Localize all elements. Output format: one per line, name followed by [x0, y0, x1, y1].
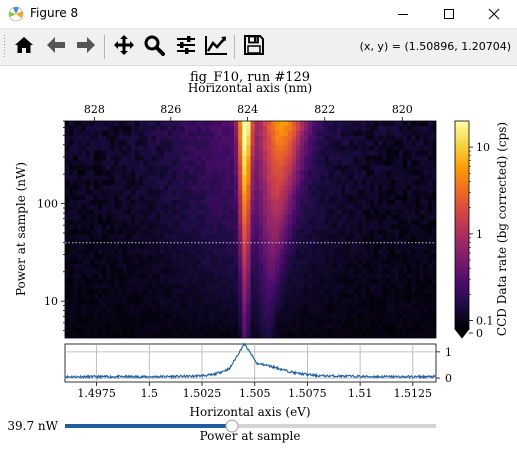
x-tick-label: 1.5025	[183, 387, 222, 400]
top-tick-label: 822	[314, 103, 335, 116]
colorbar-tick-label: 0.1	[476, 315, 494, 328]
close-button[interactable]	[471, 0, 517, 28]
back-button[interactable]	[42, 33, 70, 61]
window-title: Figure 8	[30, 6, 79, 20]
colorbar-tick-label: 1	[476, 228, 483, 241]
heatmap-axes: 828 826 824 822 820 10 100	[37, 103, 436, 332]
top-tick-label: 824	[237, 103, 258, 116]
x-tick-label: 1.5125	[394, 387, 433, 400]
sliders-icon	[175, 34, 197, 60]
cursor-coordinates: (x, y) = (1.50896, 1.20704)	[359, 40, 511, 53]
x-tick-label: 1.505	[239, 387, 271, 400]
toolbar-separator	[104, 35, 105, 59]
spectrum-line	[64, 342, 437, 380]
colorbar-label: CCD Data rate (bg corrected) (cps)	[495, 122, 509, 336]
slider-label: Power at sample	[200, 429, 301, 443]
save-button[interactable]	[240, 33, 268, 61]
top-tick-label: 828	[84, 103, 105, 116]
spectrum-x-label: Horizontal axis (eV)	[189, 405, 310, 419]
maximize-icon	[443, 5, 455, 24]
home-button[interactable]	[10, 33, 38, 61]
figure-canvas[interactable]: fig_F10, run #129 Horizontal axis (nm) 8…	[0, 66, 517, 453]
home-icon	[13, 34, 35, 60]
figure-title: fig_F10, run #129	[190, 70, 310, 85]
close-icon	[488, 5, 500, 24]
x-tick-label: 1.5075	[288, 387, 327, 400]
toolbar-separator-2	[234, 35, 235, 59]
x-tick-label: 1.4975	[77, 387, 116, 400]
magnifier-icon	[143, 34, 165, 60]
edit-axes-button[interactable]	[202, 33, 230, 61]
heatmap-y-label: Power at sample (nW)	[14, 162, 28, 296]
forward-arrow-icon	[75, 34, 97, 60]
title-bar: Figure 8	[0, 0, 517, 29]
colorbar-axes: 10 1 0.10	[469, 141, 494, 340]
minimize-icon	[397, 5, 409, 24]
top-axis-label: Horizontal axis (nm)	[188, 81, 312, 95]
move-icon	[113, 34, 135, 60]
pan-button[interactable]	[110, 33, 138, 61]
matplotlib-icon	[8, 6, 24, 26]
heatmap-plot[interactable]	[65, 121, 437, 339]
spectrum-y-tick-label: 0	[445, 372, 452, 385]
slider-fill	[65, 424, 232, 428]
slider-track[interactable]	[65, 424, 436, 428]
subplots-button[interactable]	[172, 33, 200, 61]
colorbar[interactable]	[454, 120, 470, 330]
forward-button[interactable]	[72, 33, 100, 61]
toolbar-grip	[4, 35, 5, 59]
maximize-button[interactable]	[426, 0, 472, 28]
line-chart-icon	[204, 34, 228, 60]
spectrum-axes: 1.4975 1.5 1.5025 1.505 1.5075 1.51 1.5125 0 1	[77, 346, 452, 400]
back-arrow-icon	[45, 34, 67, 60]
slider-handle[interactable]	[225, 419, 239, 433]
y-tick-label: 100	[37, 198, 58, 211]
slider-value: 39.7 nW	[7, 419, 58, 433]
top-tick-label: 826	[160, 103, 181, 116]
top-tick-label: 820	[392, 103, 413, 116]
x-tick-label: 1.51	[348, 387, 373, 400]
zoom-button[interactable]	[140, 33, 168, 61]
minimize-button[interactable]	[380, 0, 426, 28]
x-tick-label: 1.5	[141, 387, 159, 400]
colorbar-tick-label: 10	[476, 141, 490, 154]
navigation-toolbar: (x, y) = (1.50896, 1.20704)	[0, 29, 517, 66]
y-tick-label: 10	[44, 295, 58, 308]
colorbar-extend-arrow	[454, 328, 470, 339]
spectrum-y-tick-label: 1	[445, 346, 452, 359]
colorbar-tick-label: 0	[476, 327, 483, 340]
heatmap-frame	[64, 120, 437, 339]
floppy-disk-icon	[243, 34, 265, 60]
